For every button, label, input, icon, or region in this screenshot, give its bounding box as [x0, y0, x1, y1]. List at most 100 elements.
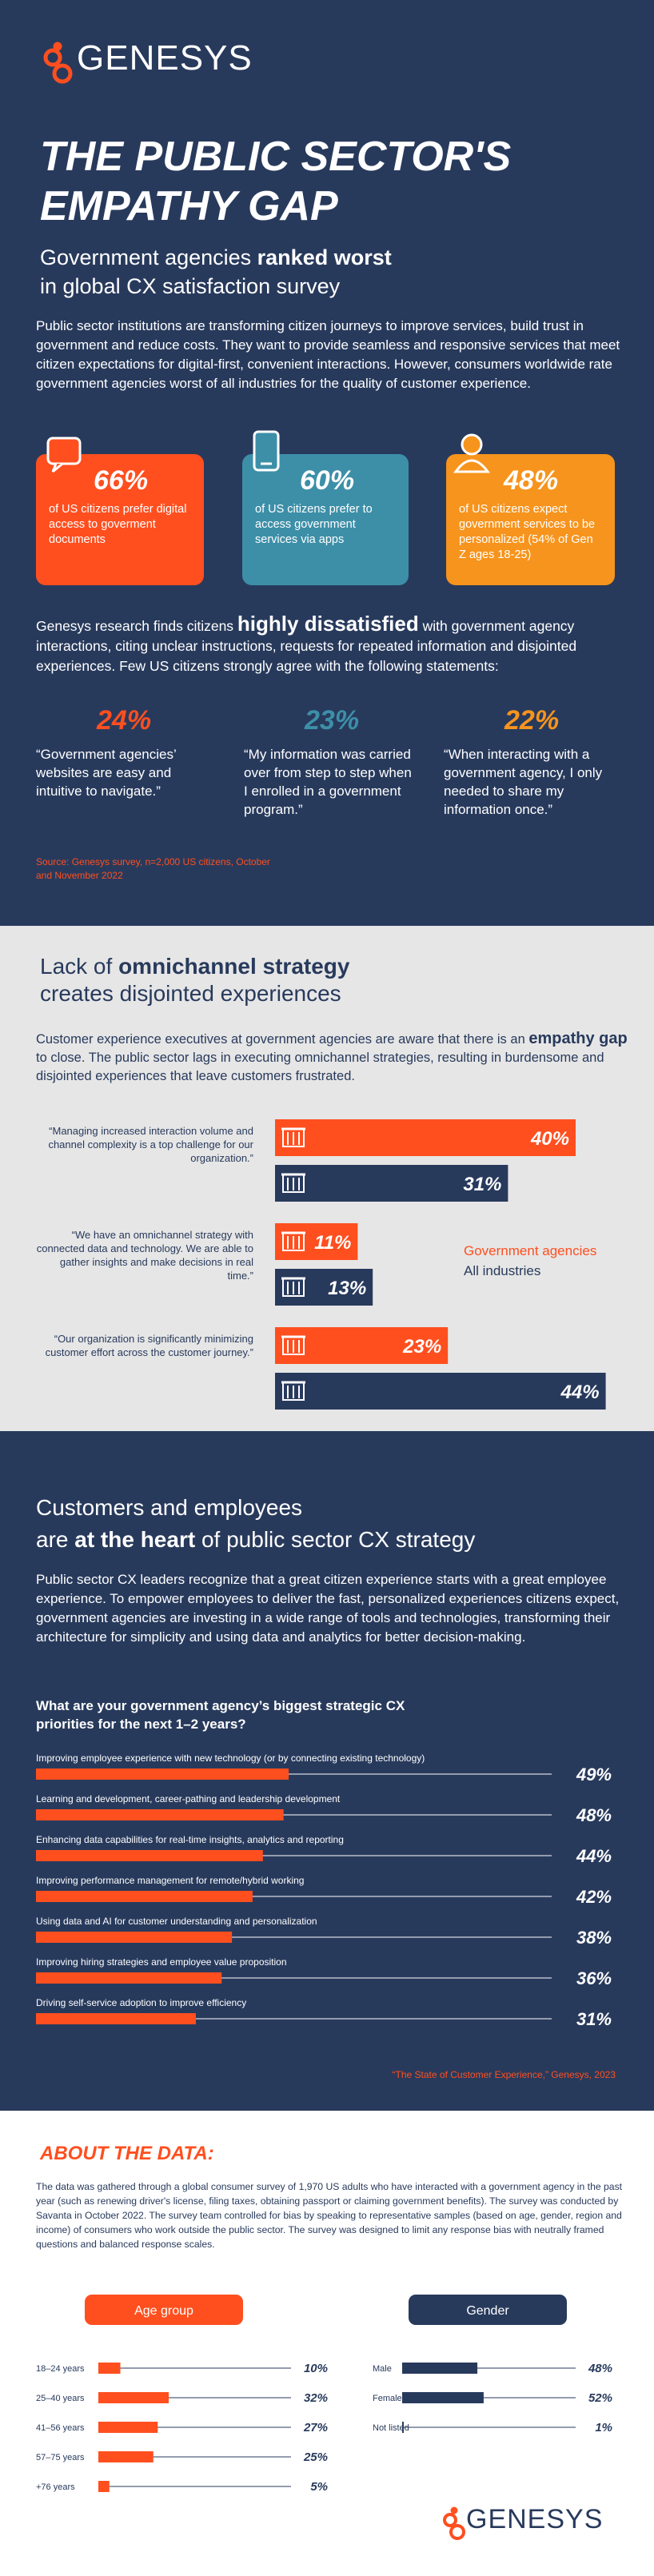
bar	[402, 2422, 404, 2433]
heading-highlight: omnichannel strategy	[118, 954, 350, 979]
bar-category-label: “Our organization is significantly minim…	[45, 1333, 253, 1358]
bar	[98, 2363, 121, 2374]
bar-value-label: 44%	[576, 1846, 612, 1866]
bar	[36, 1809, 284, 1820]
logo-symbol	[443, 2506, 465, 2540]
intro-text: Public sector institutions are transform…	[36, 318, 620, 391]
icon-chat	[46, 437, 82, 473]
bar-category-label: Female	[373, 2394, 402, 2403]
bar	[36, 1891, 253, 1902]
subtitle-part: in global CX satisfaction survey	[40, 274, 341, 298]
bar-value-label: 13%	[328, 1278, 366, 1299]
legend-entry: Government agencies	[464, 1243, 597, 1258]
statement-value: 22%	[504, 705, 560, 736]
stat-value: 66%	[94, 465, 149, 496]
stat-text: of US citizens prefer digital access to …	[49, 503, 187, 546]
logo-text: GENESYS	[77, 38, 253, 78]
bar-value-label: 40%	[530, 1128, 569, 1150]
bar-category-label: 25–40 years	[36, 2394, 85, 2403]
statement-quote: “Government agencies’ websites are easy …	[36, 747, 177, 799]
text-highlight: empathy gap	[528, 1030, 628, 1047]
bar-category-label: Male	[373, 2364, 392, 2374]
bar-value-label: 25%	[303, 2450, 328, 2464]
stat-box	[242, 454, 409, 585]
bar-value-label: 31%	[576, 2009, 612, 2029]
footer-logo-text: GENESYS	[466, 2504, 604, 2534]
stat-box	[446, 454, 615, 585]
heading-part: are	[36, 1527, 75, 1552]
bar	[98, 2392, 169, 2403]
bar	[98, 2481, 110, 2492]
bar-category-label: 18–24 years	[36, 2364, 85, 2374]
heading-part: of public sector CX strategy	[195, 1527, 476, 1552]
stat-text: of US citizens prefer to access governme…	[255, 503, 373, 546]
bar	[275, 1119, 576, 1156]
bar-value-label: 11%	[314, 1232, 351, 1254]
section-heading: Lack of omnichannel strategy creates disj…	[40, 953, 349, 1007]
bar-category-label: 41–56 years	[36, 2423, 85, 2433]
text-part: Genesys research finds citizens	[36, 618, 237, 634]
subtitle-part: Government agencies	[40, 245, 257, 269]
heading-part: creates disjointed experiences	[40, 981, 341, 1006]
bar	[275, 1269, 373, 1306]
research-text: Genesys research finds citizens highly d…	[36, 612, 624, 676]
bar-category-label: “We have an omnichannel strategy with co…	[36, 1229, 253, 1282]
chart-title-pill	[409, 2295, 567, 2325]
bar-category-label: “Managing increased interaction volume a…	[48, 1125, 253, 1164]
bar	[275, 1373, 606, 1410]
bar	[402, 2363, 478, 2374]
icon-person	[453, 433, 490, 473]
bar-value-label: 32%	[304, 2391, 328, 2405]
bar	[36, 1972, 222, 1984]
legend-entry: All industries	[464, 1263, 541, 1278]
text-highlight: highly dissatisfied	[237, 612, 419, 636]
bar-category-label: Not listed	[373, 2423, 409, 2433]
chart-title: Gender	[466, 2304, 509, 2318]
stat-box	[36, 454, 204, 585]
bar-value-label: 5%	[310, 2480, 328, 2494]
statement-value: 23%	[305, 705, 360, 736]
bar-value-label: 36%	[576, 1968, 612, 1988]
bar-category-label: 57–75 years	[36, 2453, 85, 2462]
bar-value-label: 48%	[588, 2362, 612, 2375]
bar	[275, 1165, 508, 1202]
about-text: The data was gathered through a global c…	[36, 2181, 623, 2250]
bar-value-label: 48%	[576, 1805, 612, 1825]
chart-title: Age group	[134, 2304, 193, 2318]
stat-value: 60%	[300, 465, 355, 496]
icon-phone	[253, 430, 280, 472]
title-line: EMPATHY GAP	[40, 183, 338, 229]
bar-category-label: Learning and development, career-pathing…	[36, 1793, 341, 1804]
chart-title-pill	[85, 2295, 243, 2325]
section-text: Customer experience executives at govern…	[36, 1030, 628, 1086]
bar-value-label: 27%	[303, 2421, 328, 2434]
bar-value-label: 1%	[595, 2421, 612, 2434]
bar	[36, 1932, 233, 1943]
bar-value-label: 42%	[576, 1887, 612, 1907]
text-part: Customer experience executives at govern…	[36, 1032, 529, 1047]
bar-value-label: 38%	[576, 1928, 612, 1948]
section-text: Public sector CX leaders recognize that …	[36, 1572, 620, 1645]
statement-value: 24%	[97, 705, 152, 736]
text-part: with government agency interactions, cit…	[36, 618, 577, 674]
statement-quote: “When interacting with a government agen…	[444, 747, 603, 817]
logo-symbol	[43, 42, 73, 84]
bar	[275, 1223, 358, 1260]
bar	[98, 2451, 154, 2462]
statement-quote: “My information was carried over from st…	[244, 747, 412, 817]
stat-value: 48%	[504, 465, 559, 496]
title-line: THE PUBLIC SECTOR'S	[40, 134, 512, 180]
bar	[402, 2392, 484, 2403]
heading-part: Lack of	[40, 954, 119, 979]
bar	[36, 1850, 263, 1861]
bar-category-label: Using data and AI for customer understan…	[36, 1916, 317, 1927]
bar	[36, 1769, 289, 1780]
bar-value-label: 10%	[304, 2362, 328, 2375]
stat-text: of US citizens expect government service…	[459, 503, 596, 561]
chart-title: What are your government agency’s bigges…	[36, 1698, 405, 1732]
subtitle-highlight: ranked worst	[257, 245, 392, 269]
chart-source: “The State of Customer Experience,” Gene…	[392, 2069, 616, 2080]
bar	[36, 2013, 196, 2024]
